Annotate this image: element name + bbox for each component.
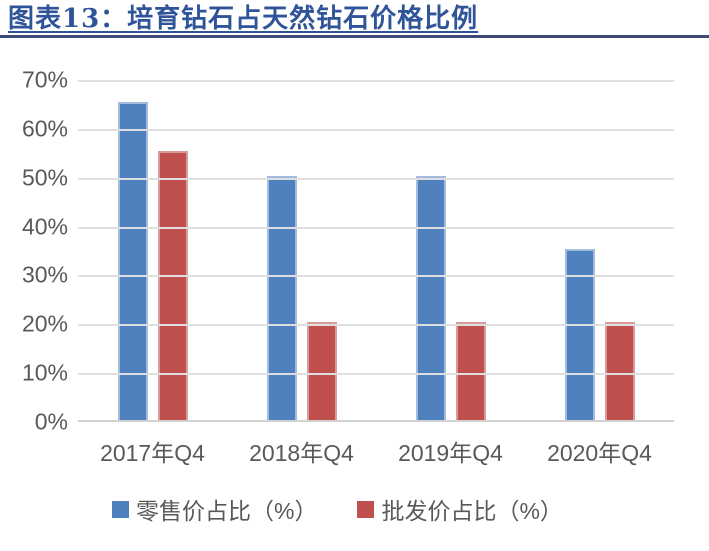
legend-swatch-icon [357,500,375,518]
bar [604,322,635,420]
bar [415,176,446,420]
legend: 零售价占比（%） 批发价占比（%） [112,492,709,526]
legend-label: 批发价占比（%） [381,498,563,524]
gridline [78,128,674,131]
plot-row: 0% 10% 20% 30% 40% 50% 60% 70% [0,67,709,435]
gridline [78,226,674,229]
figure-header: 图表13：培育钻石占天然钻石价格比例 [0,0,709,38]
y-tick-label: 0% [34,408,68,435]
legend-label: 零售价占比（%） [136,498,318,524]
bar [564,249,595,420]
bar [117,102,148,420]
y-tick-label: 10% [21,359,68,386]
x-tick-label: 2020年Q4 [547,440,652,466]
y-tick-label: 40% [21,213,68,240]
bar-chart: 0% 10% 20% 30% 40% 50% 60% 70% 2017年Q4 2018年Q4 20… [0,67,709,526]
y-tick-label: 20% [21,310,68,337]
gridline [78,324,674,327]
y-axis: 0% 10% 20% 30% 40% 50% 60% 70% [0,67,78,435]
bar-group [78,80,227,420]
y-tick-label: 60% [21,115,68,142]
bar-group [376,80,525,420]
bar [157,151,188,420]
x-tick-label: 2018年Q4 [249,440,354,466]
figure-title: 图表13：培育钻石占天然钻石价格比例 [8,4,479,34]
y-tick-label: 30% [21,261,68,288]
x-axis-line [78,420,674,422]
gridline [78,80,674,82]
y-tick-label: 70% [21,66,68,93]
bar [455,322,486,420]
legend-swatch-icon [112,500,129,518]
legend-item: 零售价占比（%） [112,492,317,526]
gridline [78,373,674,376]
legend-item: 批发价占比（%） [357,492,563,526]
gridline [78,177,674,180]
bar-group [525,80,674,420]
plot-area [78,80,674,422]
bar [266,176,297,420]
x-tick-label: 2017年Q4 [100,440,205,466]
bar-group [227,80,376,420]
x-axis: 2017年Q4 2018年Q4 2019年Q4 2020年Q4 [78,434,674,468]
bar [306,322,337,420]
x-tick-label: 2019年Q4 [398,440,503,466]
y-tick-label: 50% [21,164,68,191]
gridline [78,275,674,278]
bar-groups [78,80,674,420]
